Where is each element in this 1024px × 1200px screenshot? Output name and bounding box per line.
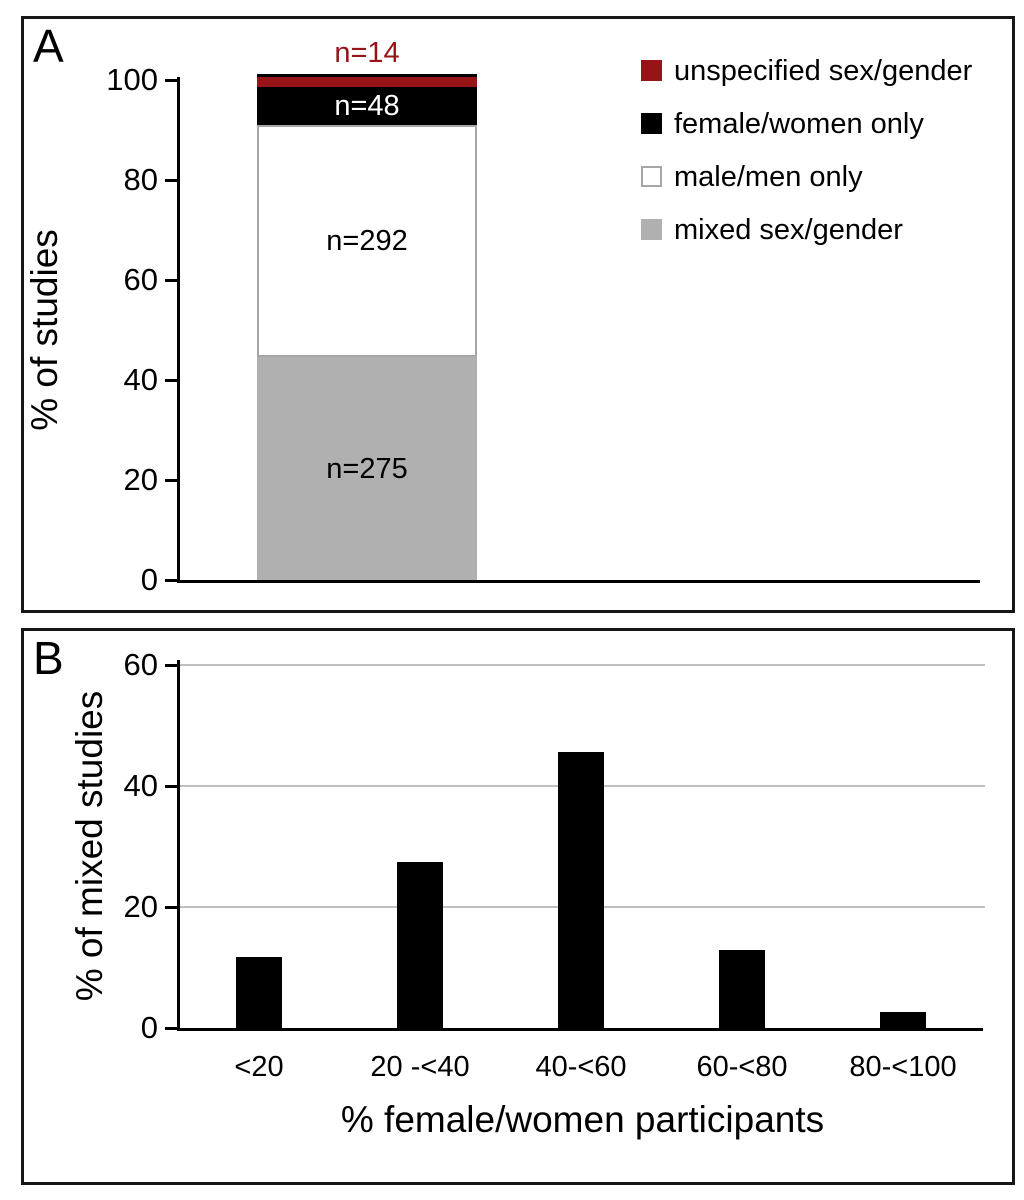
panel-b-content: B % of mixed studies 0 20 40 60 <20 20 -<40 40…	[24, 631, 1012, 1182]
y-axis-tick-label: 40	[123, 362, 158, 397]
y-axis-tick-label: 60	[123, 647, 158, 682]
legend-swatch-female-women-only	[641, 113, 662, 134]
x-axis-line	[177, 1028, 983, 1031]
y-axis-tick-label: 20	[123, 889, 158, 924]
y-axis-tick-label: 0	[140, 562, 158, 597]
legend-label-male-men-only: male/men only	[674, 161, 863, 193]
y-axis-tick-label: 100	[106, 62, 158, 97]
legend-swatch-male-men-only	[641, 166, 662, 187]
y-axis-tick	[165, 79, 177, 82]
y-axis-line	[177, 660, 180, 1031]
y-axis-tick	[165, 664, 177, 667]
legend-label-unspecified-sex-gender: unspecified sex/gender	[674, 55, 973, 87]
panel-a-y-axis-title: % of studies	[24, 229, 65, 431]
panel-b: B % of mixed studies 0 20 40 60 <20 20 -<40 40…	[21, 628, 1015, 1185]
bar-segment-label-male-men-only: n=292	[326, 225, 408, 257]
x-category-label: 60-<80	[696, 1051, 788, 1083]
bar-segment-label-unspecified-sex-gender: n=14	[334, 37, 400, 69]
x-category-label: 80-<100	[849, 1051, 957, 1083]
bar-20	[236, 957, 282, 1028]
legend-label-female-women-only: female/women only	[674, 108, 924, 140]
legend-swatch-unspecified-sex-gender	[641, 60, 662, 81]
bar-80-100	[880, 1012, 926, 1028]
panel-a: A % of studies 0 20 40 60 80 100 n=275 n=292 n=4…	[21, 16, 1015, 613]
bar-segment-label-female-women-only: n=48	[334, 90, 400, 122]
x-category-label: 20 -<40	[370, 1051, 470, 1083]
y-axis-line	[177, 77, 180, 583]
bar-segment-mixed-sex-gender	[257, 357, 477, 580]
y-axis-tick	[165, 279, 177, 282]
y-axis-tick	[165, 179, 177, 182]
panel-b-letter: B	[33, 632, 64, 684]
bar-40-60	[558, 752, 604, 1028]
bar-60-80	[719, 950, 765, 1028]
y-axis-tick	[165, 1027, 177, 1030]
x-axis-line	[177, 580, 980, 583]
bar-segment-female-women-only	[257, 87, 477, 125]
y-axis-tick-label: 60	[123, 262, 158, 297]
x-category-label: 40-<60	[535, 1051, 627, 1083]
y-axis-tick-label: 40	[123, 768, 158, 803]
y-axis-tick-label: 20	[123, 462, 158, 497]
y-axis-tick-label: 80	[123, 162, 158, 197]
bar-20-40	[397, 862, 443, 1028]
bar-segment-male-men-only	[257, 125, 477, 357]
y-axis-tick-label: 0	[140, 1010, 158, 1045]
panel-a-letter: A	[33, 20, 64, 72]
panel-b-x-axis-title: % female/women participants	[340, 1099, 825, 1140]
y-axis-tick	[165, 579, 177, 582]
legend-swatch-mixed-sex-gender	[641, 219, 662, 240]
legend-label-mixed-sex-gender: mixed sex/gender	[674, 214, 903, 246]
bar-segment-unspecified-sex-gender	[257, 74, 477, 87]
y-axis-tick	[165, 379, 177, 382]
y-axis-tick	[165, 785, 177, 788]
gridline	[180, 664, 985, 666]
y-axis-tick	[165, 906, 177, 909]
bar-segment-label-mixed-sex-gender: n=275	[326, 452, 408, 485]
x-category-label: <20	[234, 1051, 284, 1083]
panel-a-content: A % of studies 0 20 40 60 80 100 n=275 n=292 n=4…	[24, 19, 1012, 610]
y-axis-tick	[165, 479, 177, 482]
panel-b-y-axis-title: % of mixed studies	[69, 690, 110, 1002]
